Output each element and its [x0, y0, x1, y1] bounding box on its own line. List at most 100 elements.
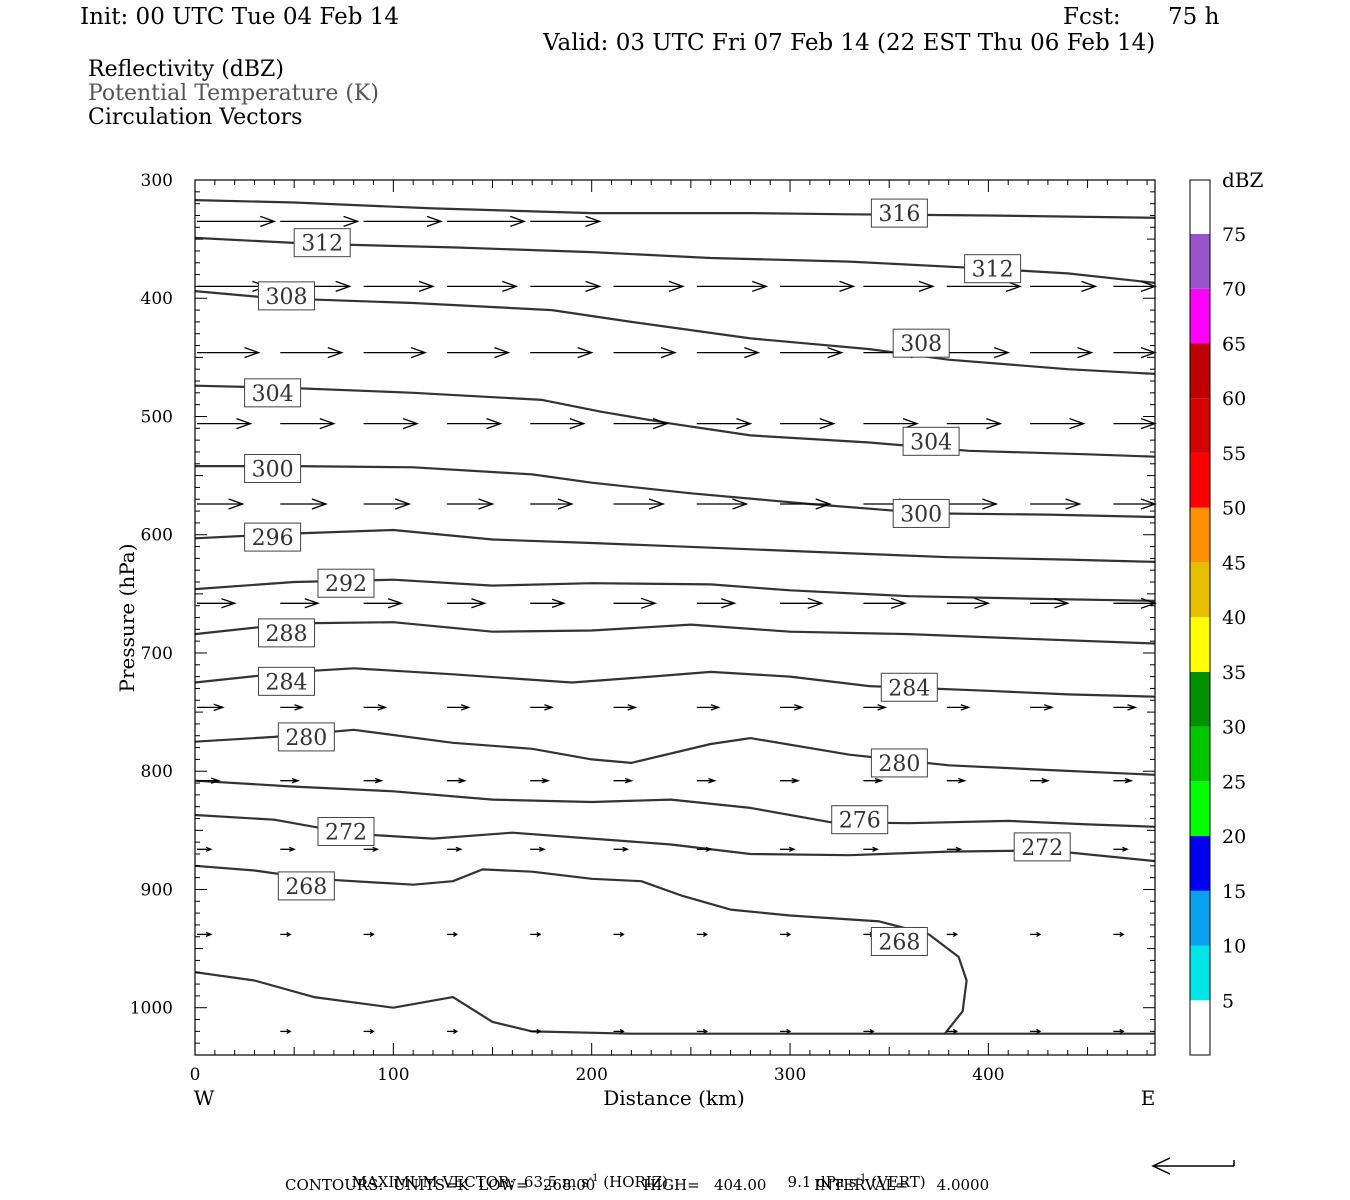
colorbar-tick-label: 45 — [1222, 552, 1246, 574]
vector-arrow — [280, 704, 305, 711]
vector-arrow — [446, 417, 503, 430]
contour-label-308: 308 — [892, 328, 950, 358]
y-tick-label: 500 — [141, 407, 173, 427]
svg-text:308: 308 — [900, 332, 942, 357]
vector-arrow — [280, 215, 360, 228]
vector-arrow — [363, 777, 384, 784]
vector-arrow — [530, 777, 551, 784]
svg-text:312: 312 — [972, 258, 1014, 283]
vector-arrow — [363, 417, 420, 430]
colorbar-band — [1190, 726, 1210, 782]
vector-arrow — [280, 417, 336, 430]
vector-arrow — [280, 498, 328, 510]
vector-arrow — [696, 1028, 708, 1034]
colorbar-band — [1190, 343, 1210, 399]
vector-arrow — [363, 280, 435, 293]
vector-arrow — [696, 598, 737, 609]
colorbar-band — [1190, 234, 1210, 289]
vector-arrow — [863, 777, 884, 784]
contour-label-312: 312 — [964, 254, 1022, 284]
vector-arrow — [446, 280, 519, 293]
colorbar-band — [1190, 781, 1210, 837]
contour-label-268: 268 — [277, 871, 335, 901]
vector-arrow — [1030, 704, 1054, 711]
svg-text:280: 280 — [878, 752, 920, 777]
plot-frame — [194, 179, 1156, 1056]
vector-arrow — [1030, 777, 1050, 784]
contour-label-276: 276 — [831, 805, 889, 835]
svg-text:292: 292 — [325, 572, 367, 597]
vector-arrow — [1030, 498, 1082, 510]
colorbar-tick-label: 70 — [1222, 279, 1246, 301]
contour-label-300: 300 — [244, 454, 302, 484]
vector-arrow — [696, 280, 769, 293]
x-tick-label: 300 — [774, 1065, 806, 1085]
contour-label-296: 296 — [244, 522, 302, 552]
svg-text:268: 268 — [878, 930, 920, 955]
vector-arrow — [197, 346, 261, 359]
vector-arrow — [446, 704, 471, 711]
vector-arrow — [446, 598, 487, 609]
isentrope-280 — [194, 728, 1156, 776]
vector-arrow — [780, 346, 844, 359]
svg-text:300: 300 — [252, 458, 294, 483]
vector-arrow — [363, 846, 380, 852]
colorbar-band — [1190, 890, 1210, 946]
svg-text:316: 316 — [878, 202, 920, 227]
vector-arrow — [863, 597, 908, 609]
isentrope-268 — [194, 864, 968, 1035]
vector-arrow — [1113, 498, 1157, 510]
contour-label-272: 272 — [1013, 832, 1071, 862]
vector-arrow — [280, 846, 296, 852]
isentrope-300 — [195, 465, 1156, 519]
contour-label-308: 308 — [257, 281, 315, 311]
vector-arrow — [863, 280, 935, 293]
svg-text:308: 308 — [265, 285, 307, 310]
colorbar-tick-label: 25 — [1222, 771, 1246, 793]
vector-arrow — [946, 777, 967, 784]
contour-label-292: 292 — [317, 568, 375, 598]
isentrope-276 — [194, 779, 1156, 828]
isentrope-312 — [194, 236, 1156, 284]
contour-label-304: 304 — [902, 426, 960, 456]
x-tick-label: 400 — [972, 1065, 1004, 1085]
colorbar-band — [1190, 945, 1210, 1001]
colorbar-tick-label: 55 — [1222, 443, 1246, 465]
y-tick-label: 800 — [141, 762, 173, 782]
y-axis-label: Pressure (hPa) — [115, 544, 139, 693]
colorbar-band — [1190, 507, 1210, 563]
max-vector-reference-arrow — [1151, 1157, 1235, 1175]
colorbar-tick-label: 65 — [1222, 333, 1246, 355]
vector-arrow — [946, 1028, 959, 1034]
x-tick-label: 0 — [190, 1065, 201, 1085]
vector-arrow — [197, 215, 277, 228]
max-vector-horiz: MAXIMUM VECTOR: 63.5 m s — [351, 1173, 589, 1191]
colorbar-tick-label: 30 — [1222, 717, 1246, 739]
svg-text:300: 300 — [900, 502, 942, 527]
vector-arrow — [946, 346, 1011, 359]
vector-arrow — [780, 597, 824, 609]
contour-label-300: 300 — [892, 498, 950, 528]
colorbar-tick-label: 35 — [1222, 662, 1246, 684]
vector-arrow — [446, 346, 511, 359]
colorbar-tick-label: 60 — [1222, 388, 1246, 410]
vector-arrow — [780, 417, 836, 430]
contours-info-line: CONTOURS: UNITS=K LOW= 268.00 HIGH= 404.… — [285, 1176, 990, 1194]
colorbar-band — [1190, 288, 1210, 344]
vector-arrow — [446, 846, 463, 852]
vector-arrow — [530, 498, 574, 510]
colorbar-tick-label: 10 — [1222, 936, 1246, 958]
vector-arrow — [696, 846, 713, 852]
vector-arrow — [363, 498, 412, 510]
axis-tick-labels: 0 100 200 300 400 300 400 500 600 700 800 900 1000 — [130, 171, 1005, 1085]
vector-arrow — [613, 498, 666, 510]
vector-arrow — [363, 598, 404, 609]
svg-text:296: 296 — [252, 526, 294, 551]
valid-time: Valid: 03 UTC Fri 07 Feb 14 (22 EST Thu … — [543, 30, 1156, 56]
vector-arrow — [1113, 846, 1129, 852]
vector-arrow — [613, 846, 630, 852]
forecast-hour: 75 h — [1168, 4, 1220, 30]
vector-arrow — [1113, 1028, 1125, 1034]
contour-label-280: 280 — [277, 722, 335, 752]
isentrope-296 — [194, 528, 1156, 563]
